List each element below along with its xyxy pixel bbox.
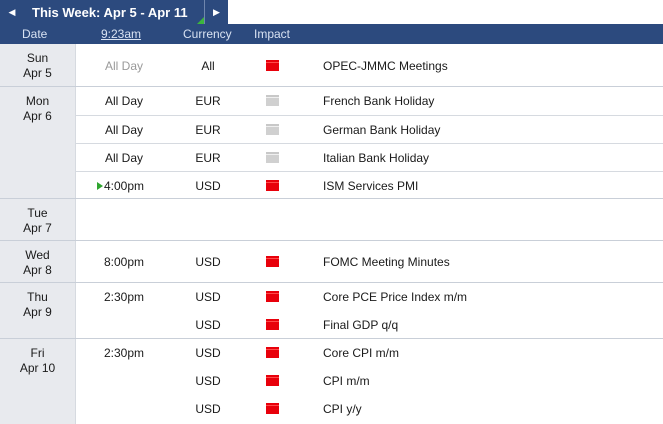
impact-holiday-folder-icon[interactable] — [266, 124, 279, 135]
event-row[interactable]: 4:00pm USD ISM Services PMI — [76, 171, 663, 199]
day-date: Apr 6 — [23, 109, 52, 123]
impact-column-header: Impact — [254, 27, 291, 41]
event-title[interactable]: FOMC Meeting Minutes — [323, 255, 450, 269]
impact-holiday-folder-icon[interactable] — [266, 152, 279, 163]
next-week-arrow-icon[interactable]: ▶ — [204, 0, 228, 24]
day-weekday: Sun — [26, 51, 49, 65]
week-title-button[interactable]: This Week: Apr 5 - Apr 11 — [24, 0, 204, 24]
day-date: Apr 8 — [23, 263, 52, 277]
week-navigation: ◀ This Week: Apr 5 - Apr 11 ▶ — [0, 0, 663, 24]
day-group-wed: Wed Apr 8 8:00pm USD FOMC Meeting Minute… — [0, 241, 663, 283]
event-title[interactable]: Final GDP q/q — [323, 318, 399, 332]
event-currency: All — [201, 59, 215, 73]
day-date: Apr 9 — [23, 305, 52, 319]
day-label: Sun Apr 5 — [0, 44, 76, 86]
event-time: 2:30pm — [103, 346, 145, 360]
dropdown-corner-icon — [197, 17, 204, 24]
event-title[interactable]: German Bank Holiday — [323, 123, 441, 137]
impact-high-folder-icon[interactable] — [266, 347, 279, 358]
day-date: Apr 7 — [23, 221, 52, 235]
impact-high-folder-icon[interactable] — [266, 319, 279, 330]
week-title-label: This Week: Apr 5 - Apr 11 — [32, 4, 188, 20]
event-row[interactable]: All Day EUR German Bank Holiday — [76, 115, 663, 143]
event-row[interactable]: USD Final GDP q/q — [76, 311, 663, 339]
event-title[interactable]: OPEC-JMMC Meetings — [323, 59, 448, 73]
event-time: 8:00pm — [103, 255, 145, 269]
current-time-link[interactable]: 9:23am — [101, 27, 142, 41]
event-currency: EUR — [195, 94, 221, 108]
event-row[interactable]: All Day EUR French Bank Holiday — [76, 87, 663, 115]
event-title[interactable]: Core CPI m/m — [323, 346, 400, 360]
event-currency: USD — [195, 255, 221, 269]
day-weekday: Mon — [25, 94, 50, 108]
next-event-play-icon — [97, 182, 103, 190]
impact-high-folder-icon[interactable] — [266, 403, 279, 414]
event-currency: USD — [195, 402, 221, 416]
day-date: Apr 5 — [23, 66, 52, 80]
event-currency: USD — [195, 374, 221, 388]
event-time: All Day — [104, 151, 143, 165]
event-row[interactable]: All Day All OPEC-JMMC Meetings — [76, 52, 663, 80]
day-label: Mon Apr 6 — [0, 87, 76, 198]
currency-column-header: Currency — [183, 27, 232, 41]
day-label: Thu Apr 9 — [0, 283, 76, 338]
day-group-mon: Mon Apr 6 All Day EUR French Bank Holida… — [0, 87, 663, 199]
event-time: 2:30pm — [103, 290, 145, 304]
event-currency: EUR — [195, 123, 221, 137]
event-currency: USD — [195, 290, 221, 304]
impact-high-folder-icon[interactable] — [266, 375, 279, 386]
event-currency: USD — [195, 179, 221, 193]
event-title[interactable]: French Bank Holiday — [323, 94, 435, 108]
event-currency: EUR — [195, 151, 221, 165]
day-weekday: Fri — [30, 346, 45, 360]
impact-high-folder-icon[interactable] — [266, 291, 279, 302]
day-label: Tue Apr 7 — [0, 199, 76, 240]
event-title[interactable]: CPI y/y — [323, 402, 362, 416]
impact-high-folder-icon[interactable] — [266, 180, 279, 191]
day-group-sun: Sun Apr 5 All Day All OPEC-JMMC Meetings — [0, 44, 663, 87]
event-currency: USD — [195, 318, 221, 332]
event-row[interactable]: USD CPI m/m — [76, 367, 663, 395]
event-time: All Day — [104, 94, 143, 108]
event-row[interactable]: All Day EUR Italian Bank Holiday — [76, 143, 663, 171]
day-label: Wed Apr 8 — [0, 241, 76, 282]
impact-high-folder-icon[interactable] — [266, 60, 279, 71]
event-title[interactable]: CPI m/m — [323, 374, 370, 388]
event-title[interactable]: Italian Bank Holiday — [323, 151, 430, 165]
day-group-thu: Thu Apr 9 2:30pm USD Core PCE Price Inde… — [0, 283, 663, 339]
event-row[interactable]: 8:00pm USD FOMC Meeting Minutes — [76, 248, 663, 276]
impact-holiday-folder-icon[interactable] — [266, 95, 279, 106]
event-row[interactable]: 2:30pm USD Core CPI m/m — [76, 339, 663, 367]
day-weekday: Thu — [27, 290, 48, 304]
event-title[interactable]: Core PCE Price Index m/m — [323, 290, 468, 304]
day-date: Apr 10 — [19, 361, 56, 375]
day-group-tue: Tue Apr 7 — [0, 199, 663, 241]
event-currency: USD — [195, 346, 221, 360]
event-time: All Day — [104, 123, 143, 137]
day-weekday: Tue — [27, 206, 48, 220]
event-time: All Day — [104, 59, 143, 73]
column-header-row: Date 9:23am Currency Impact — [0, 24, 663, 44]
day-weekday: Wed — [25, 248, 50, 262]
date-column-header: Date — [22, 27, 48, 41]
event-row[interactable]: USD CPI y/y — [76, 395, 663, 423]
event-title[interactable]: ISM Services PMI — [323, 179, 419, 193]
day-group-fri: Fri Apr 10 2:30pm USD Core CPI m/m USD C… — [0, 339, 663, 424]
previous-week-arrow-icon[interactable]: ◀ — [0, 0, 24, 24]
event-row[interactable]: 2:30pm USD Core PCE Price Index m/m — [76, 283, 663, 311]
day-label: Fri Apr 10 — [0, 339, 76, 424]
event-time: 4:00pm — [103, 179, 145, 193]
impact-high-folder-icon[interactable] — [266, 256, 279, 267]
